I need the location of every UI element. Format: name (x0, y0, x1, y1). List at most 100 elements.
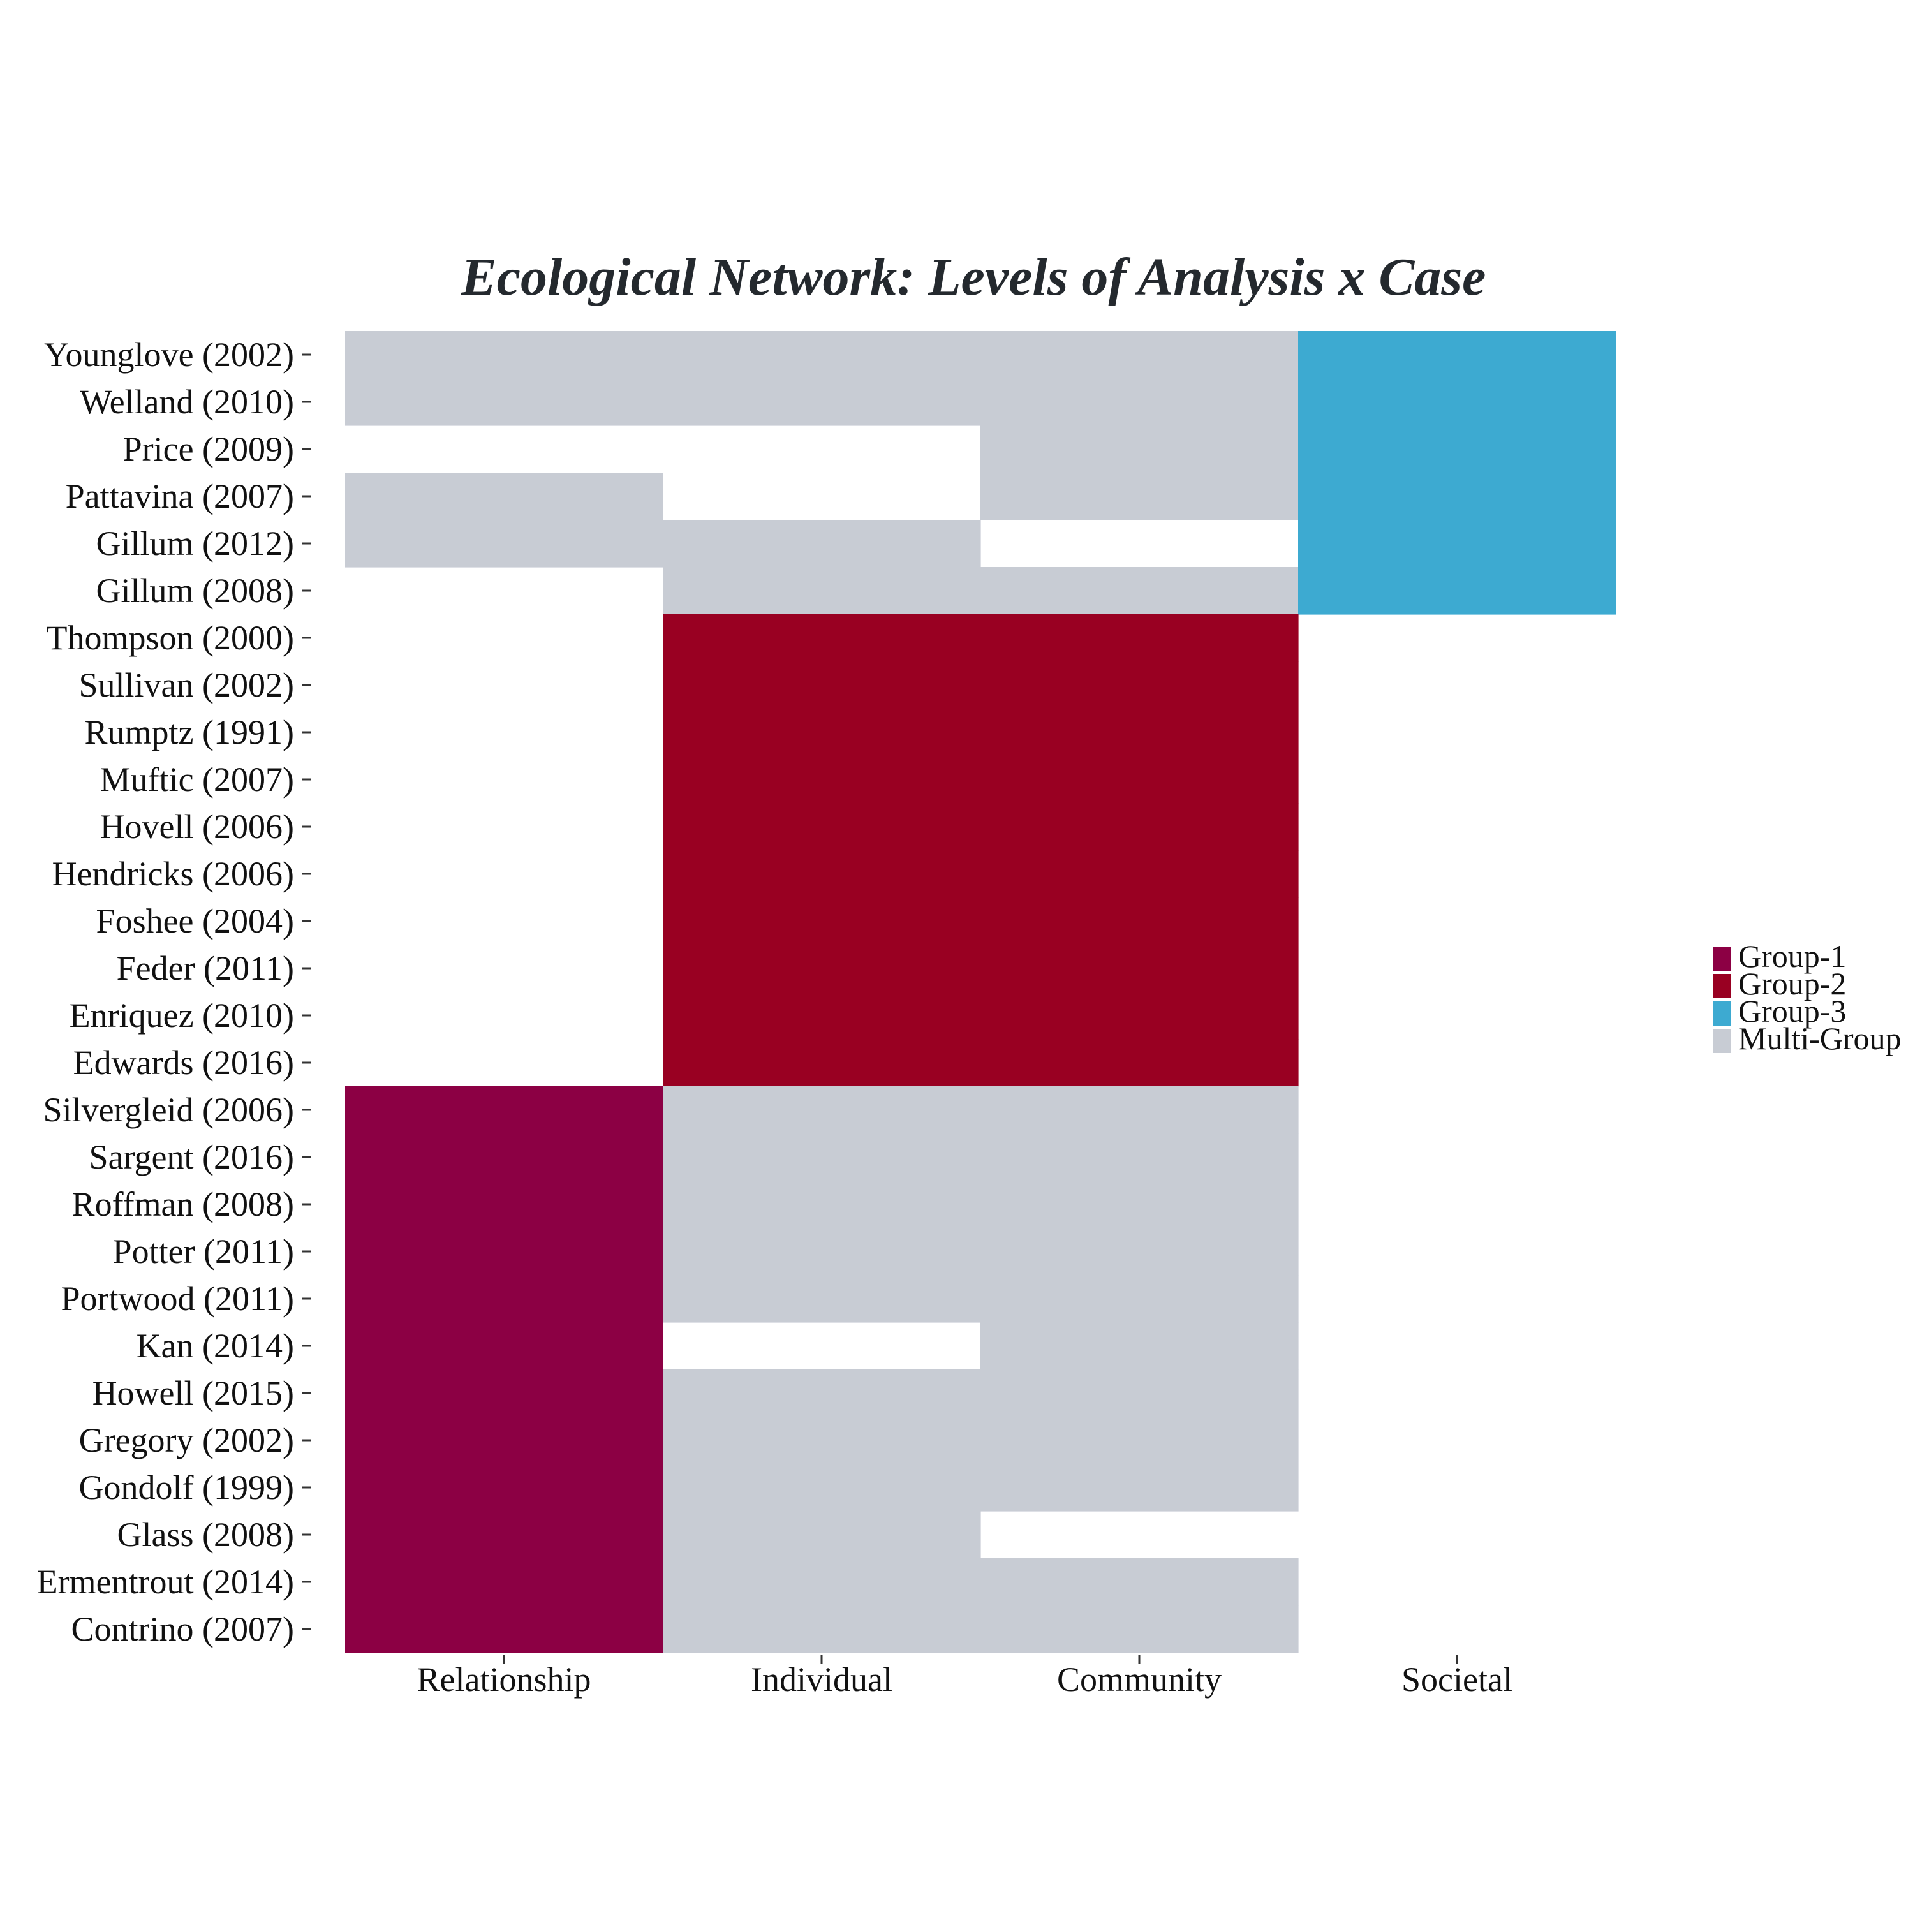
heatmap-cell-foshee-2004-individual (663, 897, 981, 945)
heatmap-cell-younglove-2002-relationship (345, 331, 663, 379)
legend-key-group-1 (1713, 947, 1731, 971)
heatmap-cell-contrino-2007-individual (663, 1605, 981, 1653)
heatmap-cell-contrino-2007-community (980, 1605, 1299, 1653)
heatmap-cell-welland-2010-community (980, 378, 1299, 426)
heatmap-cell-price-2009-community (980, 425, 1299, 473)
heatmap-cell-ermentrout-2014-community (980, 1558, 1299, 1606)
y-tick-label: Sargent (2016) (89, 1138, 294, 1176)
heatmap-cell-thompson-2000-individual (663, 614, 981, 662)
heatmap-cell-hovell-2006-individual (663, 803, 981, 851)
y-tick-label: Silvergleid (2006) (43, 1091, 294, 1129)
heatmap-cell-roffman-2008-community (980, 1181, 1299, 1228)
heatmap-cell-gregory-2002-relationship (345, 1417, 663, 1464)
chart-title: Ecological Network: Levels of Analysis x… (461, 247, 1486, 307)
heatmap-cell-muftic-2007-individual (663, 756, 981, 804)
heatmap-cell-hovell-2006-community (980, 803, 1299, 851)
heatmap-cell-gondolf-1999-relationship (345, 1464, 663, 1512)
heatmap-cell-sullivan-2002-individual (663, 661, 981, 709)
heatmap-cell-pattavina-2007-community (980, 473, 1299, 520)
heatmap-cell-potter-2011-community (980, 1228, 1299, 1276)
heatmap-cell-gondolf-1999-individual (663, 1464, 981, 1512)
heatmap-cell-gillum-2008-community (980, 567, 1299, 615)
heatmap-cell-enriquez-2010-individual (663, 992, 981, 1040)
heatmap-cell-feder-2011-individual (663, 945, 981, 992)
heatmap-cell-ermentrout-2014-relationship (345, 1558, 663, 1606)
heatmap-cell-silvergleid-2006-community (980, 1086, 1299, 1134)
heatmap-cell-ermentrout-2014-individual (663, 1558, 981, 1606)
heatmap-cell-younglove-2002-community (980, 331, 1299, 379)
heatmap-cell-pattavina-2007-societal (1298, 473, 1616, 520)
y-tick-label: Welland (2010) (80, 383, 294, 421)
y-tick-label: Glass (2008) (117, 1515, 294, 1554)
heatmap-cells (345, 331, 1616, 1653)
y-tick-label: Feder (2011) (117, 949, 294, 987)
heatmap-cell-silvergleid-2006-individual (663, 1086, 981, 1134)
heatmap-cell-welland-2010-relationship (345, 378, 663, 426)
heatmap-cell-glass-2008-individual (663, 1511, 981, 1559)
y-tick-label: Foshee (2004) (96, 902, 294, 940)
y-tick-label: Kan (2014) (137, 1327, 294, 1365)
heatmap-cell-portwood-2011-individual (663, 1275, 981, 1323)
y-tick-label: Portwood (2011) (61, 1279, 294, 1318)
heatmap-cell-portwood-2011-community (980, 1275, 1299, 1323)
heatmap-cell-welland-2010-societal (1298, 378, 1616, 426)
y-tick-label: Gillum (2012) (96, 524, 294, 563)
heatmap-cell-edwards-2016-community (980, 1039, 1299, 1087)
x-tick-label: Relationship (417, 1660, 591, 1699)
y-tick-label: Sullivan (2002) (79, 666, 294, 704)
legend-key-group-3 (1713, 1001, 1731, 1026)
heatmap-cell-roffman-2008-individual (663, 1181, 981, 1228)
heatmap-cell-sargent-2016-community (980, 1133, 1299, 1181)
x-tick-label: Community (1057, 1660, 1222, 1699)
y-tick-label: Contrino (2007) (71, 1610, 294, 1648)
heatmap-cell-howell-2015-relationship (345, 1369, 663, 1417)
y-tick-label: Potter (2011) (113, 1232, 294, 1271)
y-tick-label: Hendricks (2006) (52, 855, 294, 893)
y-tick-label: Pattavina (2007) (66, 477, 294, 515)
heatmap-cell-feder-2011-community (980, 945, 1299, 992)
heatmap-cell-price-2009-societal (1298, 425, 1616, 473)
heatmap-cell-hendricks-2006-community (980, 850, 1299, 898)
heatmap-cell-roffman-2008-relationship (345, 1181, 663, 1228)
heatmap-cell-glass-2008-relationship (345, 1511, 663, 1559)
y-tick-label: Price (2009) (123, 430, 294, 468)
heatmap-cell-potter-2011-relationship (345, 1228, 663, 1276)
y-tick-label: Thompson (2000) (47, 619, 294, 657)
heatmap-cell-younglove-2002-individual (663, 331, 981, 379)
heatmap-cell-welland-2010-individual (663, 378, 981, 426)
y-tick-label: Muftic (2007) (100, 760, 294, 799)
legend-label-multi-group: Multi-Group (1738, 1021, 1902, 1056)
legend-key-group-2 (1713, 974, 1731, 998)
heatmap-cell-sullivan-2002-community (980, 661, 1299, 709)
y-tick-label: Younglove (2002) (44, 336, 294, 374)
legend-key-multi-group (1713, 1029, 1731, 1053)
y-tick-label: Gondolf (1999) (79, 1468, 294, 1507)
y-tick-label: Howell (2015) (92, 1374, 294, 1412)
y-tick-label: Enriquez (2010) (70, 996, 294, 1035)
heatmap-cell-enriquez-2010-community (980, 992, 1299, 1040)
heatmap-cell-foshee-2004-community (980, 897, 1299, 945)
heatmap-cell-muftic-2007-community (980, 756, 1299, 804)
heatmap-cell-younglove-2002-societal (1298, 331, 1616, 379)
heatmap-cell-pattavina-2007-relationship (345, 473, 663, 520)
heatmap-cell-gillum-2008-individual (663, 567, 981, 615)
x-tick-label: Societal (1401, 1660, 1512, 1699)
heatmap-cell-sargent-2016-individual (663, 1133, 981, 1181)
x-tick-label: Individual (751, 1660, 892, 1699)
y-tick-label: Gillum (2008) (96, 571, 294, 610)
y-tick-label: Edwards (2016) (73, 1043, 294, 1082)
heatmap-cell-contrino-2007-relationship (345, 1605, 663, 1653)
heatmap-cell-gregory-2002-community (980, 1417, 1299, 1464)
heatmap-cell-kan-2014-relationship (345, 1322, 663, 1370)
y-tick-label: Ermentrout (2014) (37, 1563, 294, 1601)
heatmap-cell-howell-2015-community (980, 1369, 1299, 1417)
heatmap-cell-sargent-2016-relationship (345, 1133, 663, 1181)
heatmap-cell-gillum-2012-relationship (345, 520, 663, 568)
legend-label-group-2: Group-2 (1738, 966, 1846, 1001)
heatmap-cell-gillum-2008-societal (1298, 567, 1616, 615)
heatmap-cell-rumptz-1991-community (980, 709, 1299, 756)
heatmap-cell-gondolf-1999-community (980, 1464, 1299, 1512)
heatmap-cell-gillum-2012-individual (663, 520, 981, 568)
heatmap-cell-edwards-2016-individual (663, 1039, 981, 1087)
